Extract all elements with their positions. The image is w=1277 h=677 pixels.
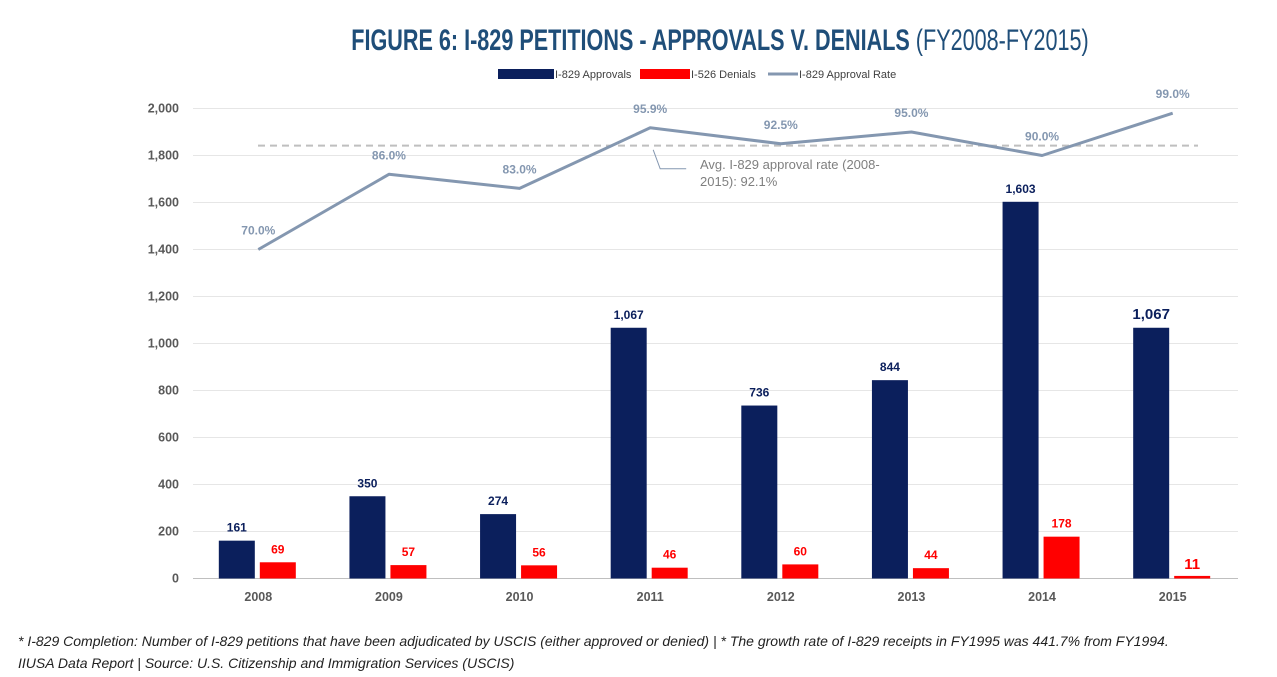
approval-data-label: 1,603 (1006, 182, 1036, 196)
denial-data-label: 11 (1184, 556, 1200, 573)
rate-data-label: 86.0% (372, 148, 406, 162)
denial-bar (912, 568, 949, 579)
denial-data-label: 57 (402, 545, 416, 559)
annotation-line-2: 2015): 92.1% (700, 174, 778, 189)
legend-label-approvals: I-829 Approvals (555, 69, 632, 81)
rate-data-label: 99.0% (1156, 87, 1190, 101)
rate-data-label: 95.9% (633, 102, 667, 116)
x-tick-label: 2015 (1159, 590, 1187, 604)
rate-data-label: 70.0% (241, 224, 275, 238)
denial-bar (651, 567, 688, 579)
legend-swatch-denials (640, 69, 690, 79)
denial-bar (390, 565, 427, 579)
annotation-leader (652, 149, 687, 170)
chart-title-range: (FY2008-FY2015) (915, 24, 1089, 57)
x-tick-label: 2011 (637, 590, 664, 604)
chart: 0 200 400 600 800 1,000 1,200 1,400 1,600 1,800 2,… (148, 69, 1238, 604)
approval-data-label: 1,067 (614, 308, 644, 322)
denial-bar (1174, 575, 1211, 579)
x-tick-label: 2008 (244, 590, 272, 604)
chart-title-main: FIGURE 6: I-829 PETITIONS - APPROVALS V.… (351, 24, 910, 57)
y-tick-label: 800 (158, 384, 179, 398)
rate-data-label: 90.0% (1025, 130, 1059, 144)
x-tick-label: 2014 (1028, 590, 1056, 604)
legend-label-rate: I-829 Approval Rate (799, 69, 896, 81)
footer-note: * I-829 Completion: Number of I-829 peti… (18, 633, 1169, 649)
approval-bar (741, 405, 778, 579)
y-tick-label: 1,600 (148, 196, 179, 210)
rate-data-label: 92.5% (764, 118, 798, 132)
approval-data-label: 350 (357, 476, 377, 490)
y-tick-label: 1,200 (148, 290, 179, 304)
y-tick-label: 2,000 (148, 102, 179, 116)
approval-bar (349, 496, 386, 579)
approval-data-label: 274 (488, 494, 508, 508)
y-tick-label: 1,400 (148, 243, 179, 257)
denial-bar (259, 562, 296, 579)
denial-data-label: 44 (924, 548, 938, 562)
x-tick-label: 2012 (767, 590, 795, 604)
y-tick-label: 200 (158, 525, 179, 539)
approval-data-label: 161 (227, 521, 247, 535)
approval-rate-line (257, 111, 1174, 251)
legend-swatch-approvals (498, 69, 554, 79)
x-tick-label: 2013 (898, 590, 926, 604)
y-tick-label: 600 (158, 431, 179, 445)
denial-data-label: 56 (532, 545, 546, 559)
x-tick-label: 2010 (506, 590, 534, 604)
denial-data-label: 60 (794, 544, 808, 558)
footer-source: IIUSA Data Report | Source: U.S. Citizen… (18, 655, 515, 671)
y-tick-label: 0 (172, 572, 179, 586)
y-tick-label: 1,000 (148, 337, 179, 351)
approval-data-label: 736 (749, 386, 769, 400)
rate-data-label: 83.0% (503, 162, 537, 176)
approval-bar (610, 327, 647, 579)
denial-data-label: 178 (1052, 517, 1072, 531)
approval-bar (1133, 327, 1170, 579)
chart-title: FIGURE 6: I-829 PETITIONS - APPROVALS V.… (202, 24, 1239, 58)
y-tick-label: 400 (158, 478, 179, 492)
approval-data-label: 844 (880, 360, 900, 374)
denial-data-label: 46 (663, 548, 677, 562)
annotation-line-1: Avg. I-829 approval rate (2008- (700, 157, 880, 172)
legend-label-denials: I-526 Denials (691, 69, 756, 81)
denial-bar (521, 565, 558, 579)
denial-data-label: 69 (271, 542, 285, 556)
rate-data-label: 95.0% (894, 106, 928, 120)
denial-bar (1043, 536, 1080, 579)
approval-bar (480, 514, 517, 579)
y-tick-label: 1,800 (148, 149, 179, 163)
denial-bar (782, 564, 819, 579)
approval-data-label: 1,067 (1132, 306, 1170, 323)
approval-bar (1002, 201, 1039, 579)
approval-bar (218, 540, 255, 579)
x-tick-label: 2009 (375, 590, 403, 604)
approval-bar (871, 380, 908, 579)
